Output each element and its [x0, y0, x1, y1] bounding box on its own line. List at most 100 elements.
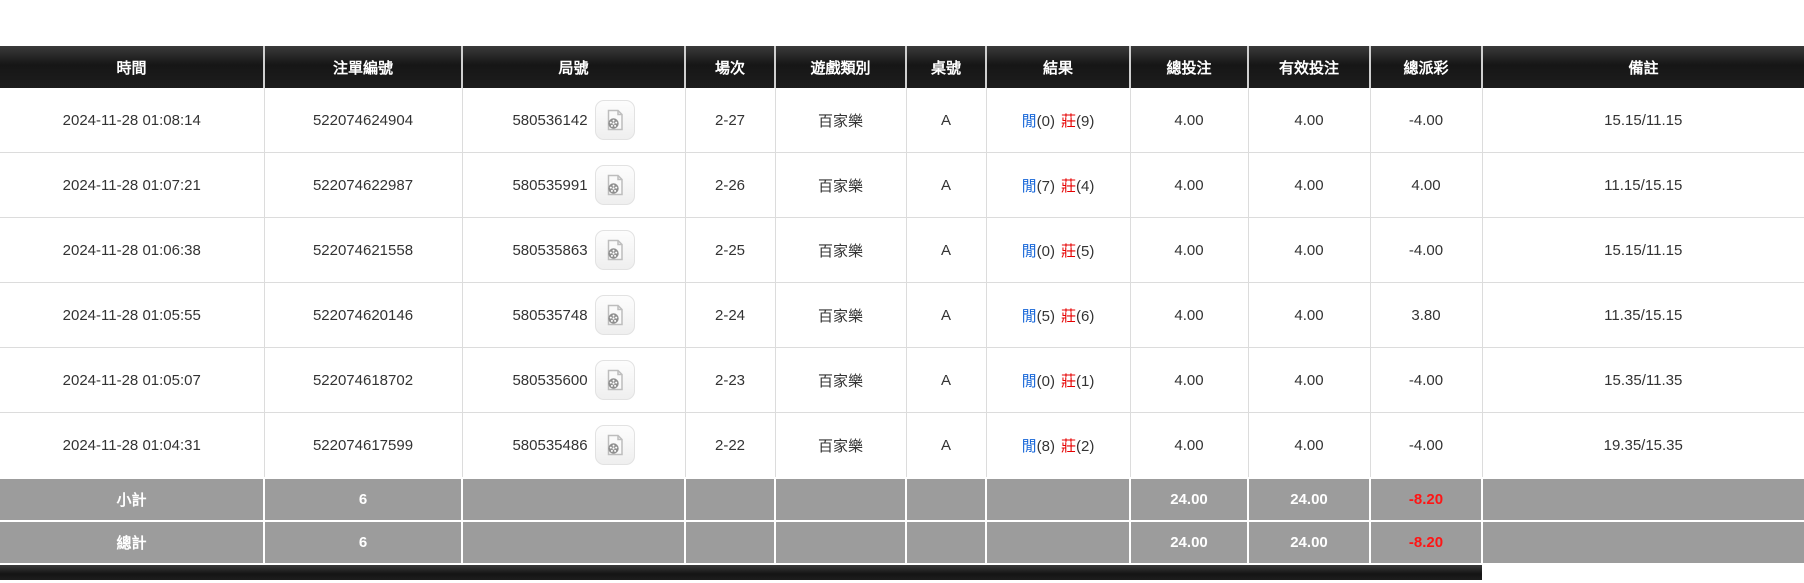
video-replay-button[interactable] — [594, 100, 635, 140]
player-result: 閒 — [1021, 112, 1037, 130]
banker-result: 莊 — [1061, 177, 1077, 195]
column-header-session: 場次 — [684, 46, 775, 88]
cell-table-no: A — [905, 282, 986, 348]
cell-bet-id: 522074621558 — [263, 217, 462, 283]
cell-time: 2024-11-28 01:06:38 — [0, 217, 264, 283]
cell-game-type: 百家樂 — [774, 412, 906, 479]
round-id-text: 580535748 — [512, 306, 588, 324]
table-row: 2024-11-28 01:07:21 522074622987 5805359… — [0, 152, 1804, 218]
cell-table-no: A — [905, 152, 986, 218]
banker-score: (9) — [1076, 112, 1095, 130]
table-row: 2024-11-28 01:05:55 522074620146 5805357… — [0, 282, 1804, 348]
cell-game-type: 百家樂 — [774, 152, 906, 218]
table-row: 2024-11-28 01:04:31 522074617599 5805354… — [0, 412, 1804, 479]
video-replay-button[interactable] — [594, 165, 635, 205]
cell-session: 2-22 — [684, 412, 775, 479]
table-footer-bar — [0, 565, 1482, 580]
video-replay-button[interactable] — [594, 425, 635, 465]
column-header-total-payout: 總派彩 — [1369, 46, 1482, 88]
banker-score: (2) — [1076, 437, 1095, 455]
video-replay-icon — [607, 434, 623, 456]
cell-table-no: A — [905, 412, 986, 479]
column-header-table-no: 桌號 — [905, 46, 986, 88]
table-row: 2024-11-28 01:08:14 522074624904 5805361… — [0, 88, 1804, 153]
cell-total-payout: -4.00 — [1369, 217, 1482, 283]
cell-round-id: 580535863 — [461, 217, 685, 283]
cell-total-payout: -4.00 — [1369, 88, 1482, 153]
player-result: 閒 — [1021, 242, 1037, 260]
cell-result: 閒(0) 莊(1) — [985, 347, 1130, 413]
cell-session: 2-25 — [684, 217, 775, 283]
cell-result: 閒(0) 莊(9) — [985, 88, 1130, 153]
cell-time: 2024-11-28 01:08:14 — [0, 88, 264, 153]
cell-bet-id: 522074618702 — [263, 347, 462, 413]
cell-total-payout: 4.00 — [1369, 152, 1482, 218]
subtotal-total-payout: -8.20 — [1369, 477, 1482, 521]
grand-total-empty-cell — [985, 520, 1130, 563]
column-header-remark: 備註 — [1481, 46, 1804, 88]
subtotal-valid-bet: 24.00 — [1247, 477, 1370, 521]
subtotal-empty-cell — [461, 477, 685, 521]
cell-valid-bet: 4.00 — [1247, 282, 1370, 348]
grand-total-empty-cell — [905, 520, 986, 563]
video-replay-icon — [607, 174, 623, 196]
video-replay-icon — [607, 369, 623, 391]
cell-result: 閒(7) 莊(4) — [985, 152, 1130, 218]
cell-remark: 19.35/15.35 — [1481, 412, 1804, 479]
table-row: 2024-11-28 01:05:07 522074618702 5805356… — [0, 347, 1804, 413]
grand-total-empty-cell — [684, 520, 775, 563]
cell-bet-id: 522074617599 — [263, 412, 462, 479]
bet-records-table: 時間 注單編號 局號 場次 遊戲類別 桌號 結果 總投注 有效投注 總派彩 備註… — [0, 46, 1804, 563]
cell-game-type: 百家樂 — [774, 347, 906, 413]
player-score: (0) — [1036, 112, 1055, 130]
video-replay-button[interactable] — [594, 360, 635, 400]
cell-remark: 11.35/15.15 — [1481, 282, 1804, 348]
cell-valid-bet: 4.00 — [1247, 412, 1370, 479]
cell-result: 閒(8) 莊(2) — [985, 412, 1130, 479]
subtotal-total-bet: 24.00 — [1129, 477, 1248, 521]
cell-game-type: 百家樂 — [774, 88, 906, 153]
cell-remark: 15.35/11.35 — [1481, 347, 1804, 413]
banker-score: (6) — [1076, 307, 1095, 325]
column-header-game-type: 遊戲類別 — [774, 46, 906, 88]
table-row: 2024-11-28 01:06:38 522074621558 5805358… — [0, 217, 1804, 283]
cell-round-id: 580535486 — [461, 412, 685, 479]
cell-game-type: 百家樂 — [774, 217, 906, 283]
cell-remark: 15.15/11.15 — [1481, 88, 1804, 153]
subtotal-empty-cell — [1481, 477, 1804, 521]
cell-total-bet: 4.00 — [1129, 347, 1248, 413]
cell-table-no: A — [905, 347, 986, 413]
cell-total-payout: -4.00 — [1369, 412, 1482, 479]
cell-game-type: 百家樂 — [774, 282, 906, 348]
table-header-row: 時間 注單編號 局號 場次 遊戲類別 桌號 結果 總投注 有效投注 總派彩 備註 — [0, 46, 1804, 88]
cell-valid-bet: 4.00 — [1247, 217, 1370, 283]
round-id-text: 580535600 — [512, 371, 588, 389]
round-id-text: 580536142 — [512, 111, 588, 129]
cell-total-payout: 3.80 — [1369, 282, 1482, 348]
banker-score: (1) — [1076, 372, 1095, 390]
cell-round-id: 580535991 — [461, 152, 685, 218]
cell-time: 2024-11-28 01:05:07 — [0, 347, 264, 413]
video-replay-button[interactable] — [594, 295, 635, 335]
cell-round-id: 580536142 — [461, 88, 685, 153]
grand-total-empty-cell — [461, 520, 685, 563]
video-replay-button[interactable] — [594, 230, 635, 270]
cell-valid-bet: 4.00 — [1247, 347, 1370, 413]
grand-total-count: 6 — [263, 520, 462, 563]
cell-session: 2-27 — [684, 88, 775, 153]
player-score: (0) — [1036, 372, 1055, 390]
grand-total-empty-cell — [774, 520, 906, 563]
cell-total-payout: -4.00 — [1369, 347, 1482, 413]
cell-table-no: A — [905, 88, 986, 153]
cell-session: 2-23 — [684, 347, 775, 413]
cell-total-bet: 4.00 — [1129, 152, 1248, 218]
cell-valid-bet: 4.00 — [1247, 88, 1370, 153]
subtotal-row: 小計 6 24.00 24.00 -8.20 — [0, 477, 1804, 521]
grand-total-row: 總計 6 24.00 24.00 -8.20 — [0, 520, 1804, 563]
cell-round-id: 580535748 — [461, 282, 685, 348]
video-replay-icon — [607, 109, 623, 131]
column-header-bet-id: 注單編號 — [263, 46, 462, 88]
cell-bet-id: 522074622987 — [263, 152, 462, 218]
subtotal-count: 6 — [263, 477, 462, 521]
